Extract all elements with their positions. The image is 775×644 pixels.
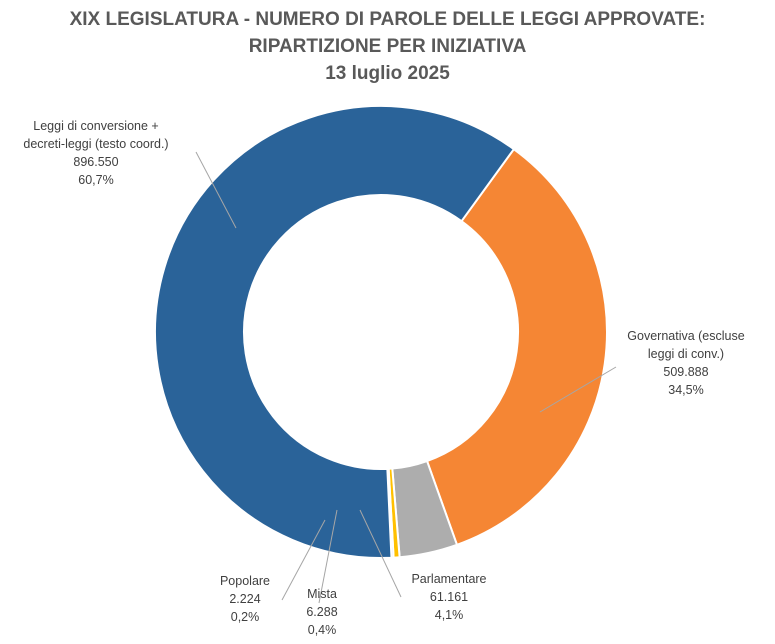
slice-label-0: Governativa (escluse leggi di conv.) 509.8… — [627, 329, 744, 397]
slice-label-0-line-0: Governativa (escluse — [627, 329, 744, 343]
slice-0 — [425, 147, 608, 547]
leader-line-1 — [359, 509, 402, 598]
slice-label-0-line-3: 34,5% — [668, 383, 703, 397]
slice-label-4-line-3: 60,7% — [78, 173, 113, 187]
slice-label-3-line-2: 0,2% — [231, 610, 260, 624]
slice-label-2-line-1: 6.288 — [306, 605, 337, 619]
slice-label-0-line-1: leggi di conv.) — [648, 347, 724, 361]
slice-label-4: Leggi di conversione + decreti-leggi (tes… — [23, 119, 168, 187]
title-line-2: RIPARTIZIONE PER INIZIATIVA — [248, 36, 527, 57]
slice-label-1: Parlamentare 61.161 4,1% — [411, 572, 486, 622]
leader-line-0 — [539, 366, 617, 413]
slice-label-3-line-0: Popolare — [220, 574, 270, 588]
slice-label-1-line-0: Parlamentare — [411, 572, 486, 586]
slice-label-3-line-1: 2.224 — [229, 592, 260, 606]
title-line-3: 13 luglio 2025 — [325, 63, 450, 84]
leader-line-2 — [318, 509, 338, 604]
slice-label-1-line-2: 4,1% — [435, 608, 464, 622]
slice-label-4-line-0: Leggi di conversione + — [33, 119, 158, 133]
slice-label-4-line-2: 896.550 — [73, 155, 118, 169]
slice-label-3: Popolare 2.224 0,2% — [220, 574, 270, 624]
leader-line-3 — [281, 519, 326, 601]
slice-label-2-line-2: 0,4% — [308, 623, 337, 637]
slice-label-2-line-0: Mista — [307, 587, 337, 601]
leader-line-4 — [195, 151, 237, 229]
slice-label-2: Mista 6.288 0,4% — [306, 587, 337, 637]
slice-4 — [154, 105, 516, 559]
chart-title: XIX LEGISLATURA - NUMERO DI PAROLE DELLE… — [0, 6, 775, 87]
slice-label-1-line-1: 61.161 — [430, 590, 468, 604]
title-line-1: XIX LEGISLATURA - NUMERO DI PAROLE DELLE… — [69, 9, 706, 30]
slice-label-4-line-1: decreti-leggi (testo coord.) — [23, 137, 168, 151]
slice-label-0-line-2: 509.888 — [663, 365, 708, 379]
